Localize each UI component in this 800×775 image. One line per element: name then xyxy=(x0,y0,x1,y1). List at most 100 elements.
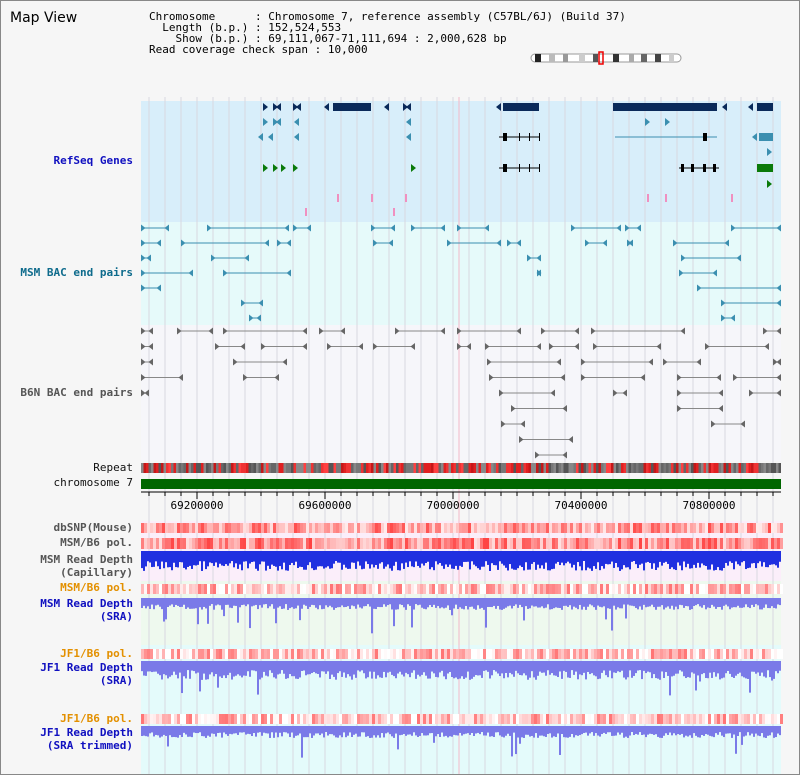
track-label-msm-depth-cap[interactable]: MSM Read Depth xyxy=(40,553,133,566)
track-label-msm-bac[interactable]: MSM BAC end pairs xyxy=(20,266,133,279)
depth-bar xyxy=(603,551,605,569)
depth-bar xyxy=(321,726,323,734)
depth-bar xyxy=(153,726,155,737)
track-label-msm-depth-sra[interactable]: MSM Read Depth xyxy=(40,597,133,610)
depth-bar xyxy=(229,661,231,673)
heat-cell xyxy=(531,523,534,533)
depth-bar xyxy=(663,661,665,679)
heat-cell xyxy=(702,584,705,594)
depth-bar xyxy=(585,598,587,610)
track-label-jf1-b6-pol-2[interactable]: JF1/B6 pol. xyxy=(60,712,133,725)
depth-bar xyxy=(665,726,667,734)
depth-bar xyxy=(337,598,339,608)
depth-bar xyxy=(205,598,207,609)
heat-cell xyxy=(216,538,219,549)
depth-bar xyxy=(255,598,257,605)
heat-cell xyxy=(228,538,231,549)
heat-cell xyxy=(567,523,570,533)
heat-cell xyxy=(774,584,777,594)
heat-cell xyxy=(465,538,468,549)
heat-cell xyxy=(150,538,153,549)
heat-cell xyxy=(768,584,771,594)
track-label-msm-b6-pol-1[interactable]: MSM/B6 pol. xyxy=(60,536,133,549)
track-label-dbsnp[interactable]: dbSNP(Mouse) xyxy=(53,521,133,534)
repeat-cell xyxy=(598,463,601,473)
snp-tick xyxy=(647,194,649,202)
depth-bar xyxy=(297,726,299,736)
heat-cell xyxy=(498,714,501,724)
depth-bar xyxy=(383,598,385,605)
depth-bar xyxy=(281,551,283,570)
depth-bar xyxy=(229,726,231,734)
heat-cell xyxy=(777,584,780,594)
depth-bar xyxy=(459,661,461,679)
track-label-chromosome[interactable]: chromosome 7 xyxy=(53,476,133,489)
depth-bar xyxy=(143,551,145,571)
depth-bar xyxy=(507,551,509,571)
depth-bar xyxy=(377,551,379,569)
depth-bar xyxy=(659,661,661,680)
depth-bar xyxy=(535,726,537,734)
repeat-cell xyxy=(588,463,591,473)
heat-cell xyxy=(228,523,231,533)
depth-bar xyxy=(607,551,609,565)
track-label-jf1-depth-sra[interactable]: JF1 Read Depth xyxy=(40,661,133,674)
heat-cell xyxy=(597,584,600,594)
depth-bar xyxy=(299,598,301,621)
heat-cell xyxy=(327,649,330,659)
snp-tick xyxy=(665,194,667,202)
heat-cell xyxy=(252,714,255,724)
depth-bar xyxy=(501,726,503,737)
heat-cell xyxy=(438,584,441,594)
heat-cell xyxy=(288,538,291,549)
depth-bar xyxy=(567,551,569,562)
track-label-jf1-depth-trim[interactable]: JF1 Read Depth xyxy=(40,726,133,739)
depth-bar xyxy=(173,598,175,608)
depth-bar xyxy=(465,598,467,606)
depth-bar xyxy=(253,726,255,734)
track-label-jf1-b6-pol-1[interactable]: JF1/B6 pol. xyxy=(60,647,133,660)
depth-bar xyxy=(321,598,323,610)
depth-bar xyxy=(719,551,721,571)
depth-bar xyxy=(311,726,313,738)
feature-arrow xyxy=(541,327,546,335)
depth-bar xyxy=(147,726,149,737)
heat-cell xyxy=(192,714,195,724)
track-label-b6n-bac[interactable]: B6N BAC end pairs xyxy=(20,386,133,399)
heat-cell xyxy=(651,538,654,549)
repeat-cell xyxy=(173,463,176,473)
depth-bar xyxy=(179,661,181,673)
heat-cell xyxy=(252,584,255,594)
repeat-cell xyxy=(646,463,649,473)
repeat-cell xyxy=(271,463,274,473)
feature-arrow xyxy=(263,103,268,111)
depth-bar xyxy=(243,726,245,733)
depth-bar xyxy=(599,598,601,607)
heat-cell xyxy=(492,649,495,659)
feature-arrow xyxy=(282,358,287,366)
track-label-repeat[interactable]: Repeat xyxy=(93,461,133,474)
heat-cell xyxy=(531,584,534,594)
depth-bar xyxy=(315,661,317,674)
track-label-msm-b6-pol-2[interactable]: MSM/B6 pol. xyxy=(60,581,133,594)
heat-cell xyxy=(498,523,501,533)
heat-cell xyxy=(252,523,255,533)
depth-bar xyxy=(477,661,479,676)
track-label-refseq-genes[interactable]: RefSeq Genes xyxy=(53,154,133,167)
heat-cell xyxy=(561,584,564,594)
heat-cell xyxy=(288,714,291,724)
heat-cell xyxy=(423,714,426,724)
depth-bar xyxy=(243,598,245,605)
depth-bar xyxy=(219,661,221,677)
heat-cell xyxy=(357,714,360,724)
feature-arrow xyxy=(593,343,598,350)
heat-cell xyxy=(663,714,666,724)
heat-cell xyxy=(399,714,402,724)
depth-bar xyxy=(415,598,417,605)
repeat-cell xyxy=(268,463,271,473)
depth-bar xyxy=(457,551,459,570)
depth-bar xyxy=(527,598,529,609)
feature-arrow xyxy=(574,343,579,350)
heat-cell xyxy=(573,523,576,533)
